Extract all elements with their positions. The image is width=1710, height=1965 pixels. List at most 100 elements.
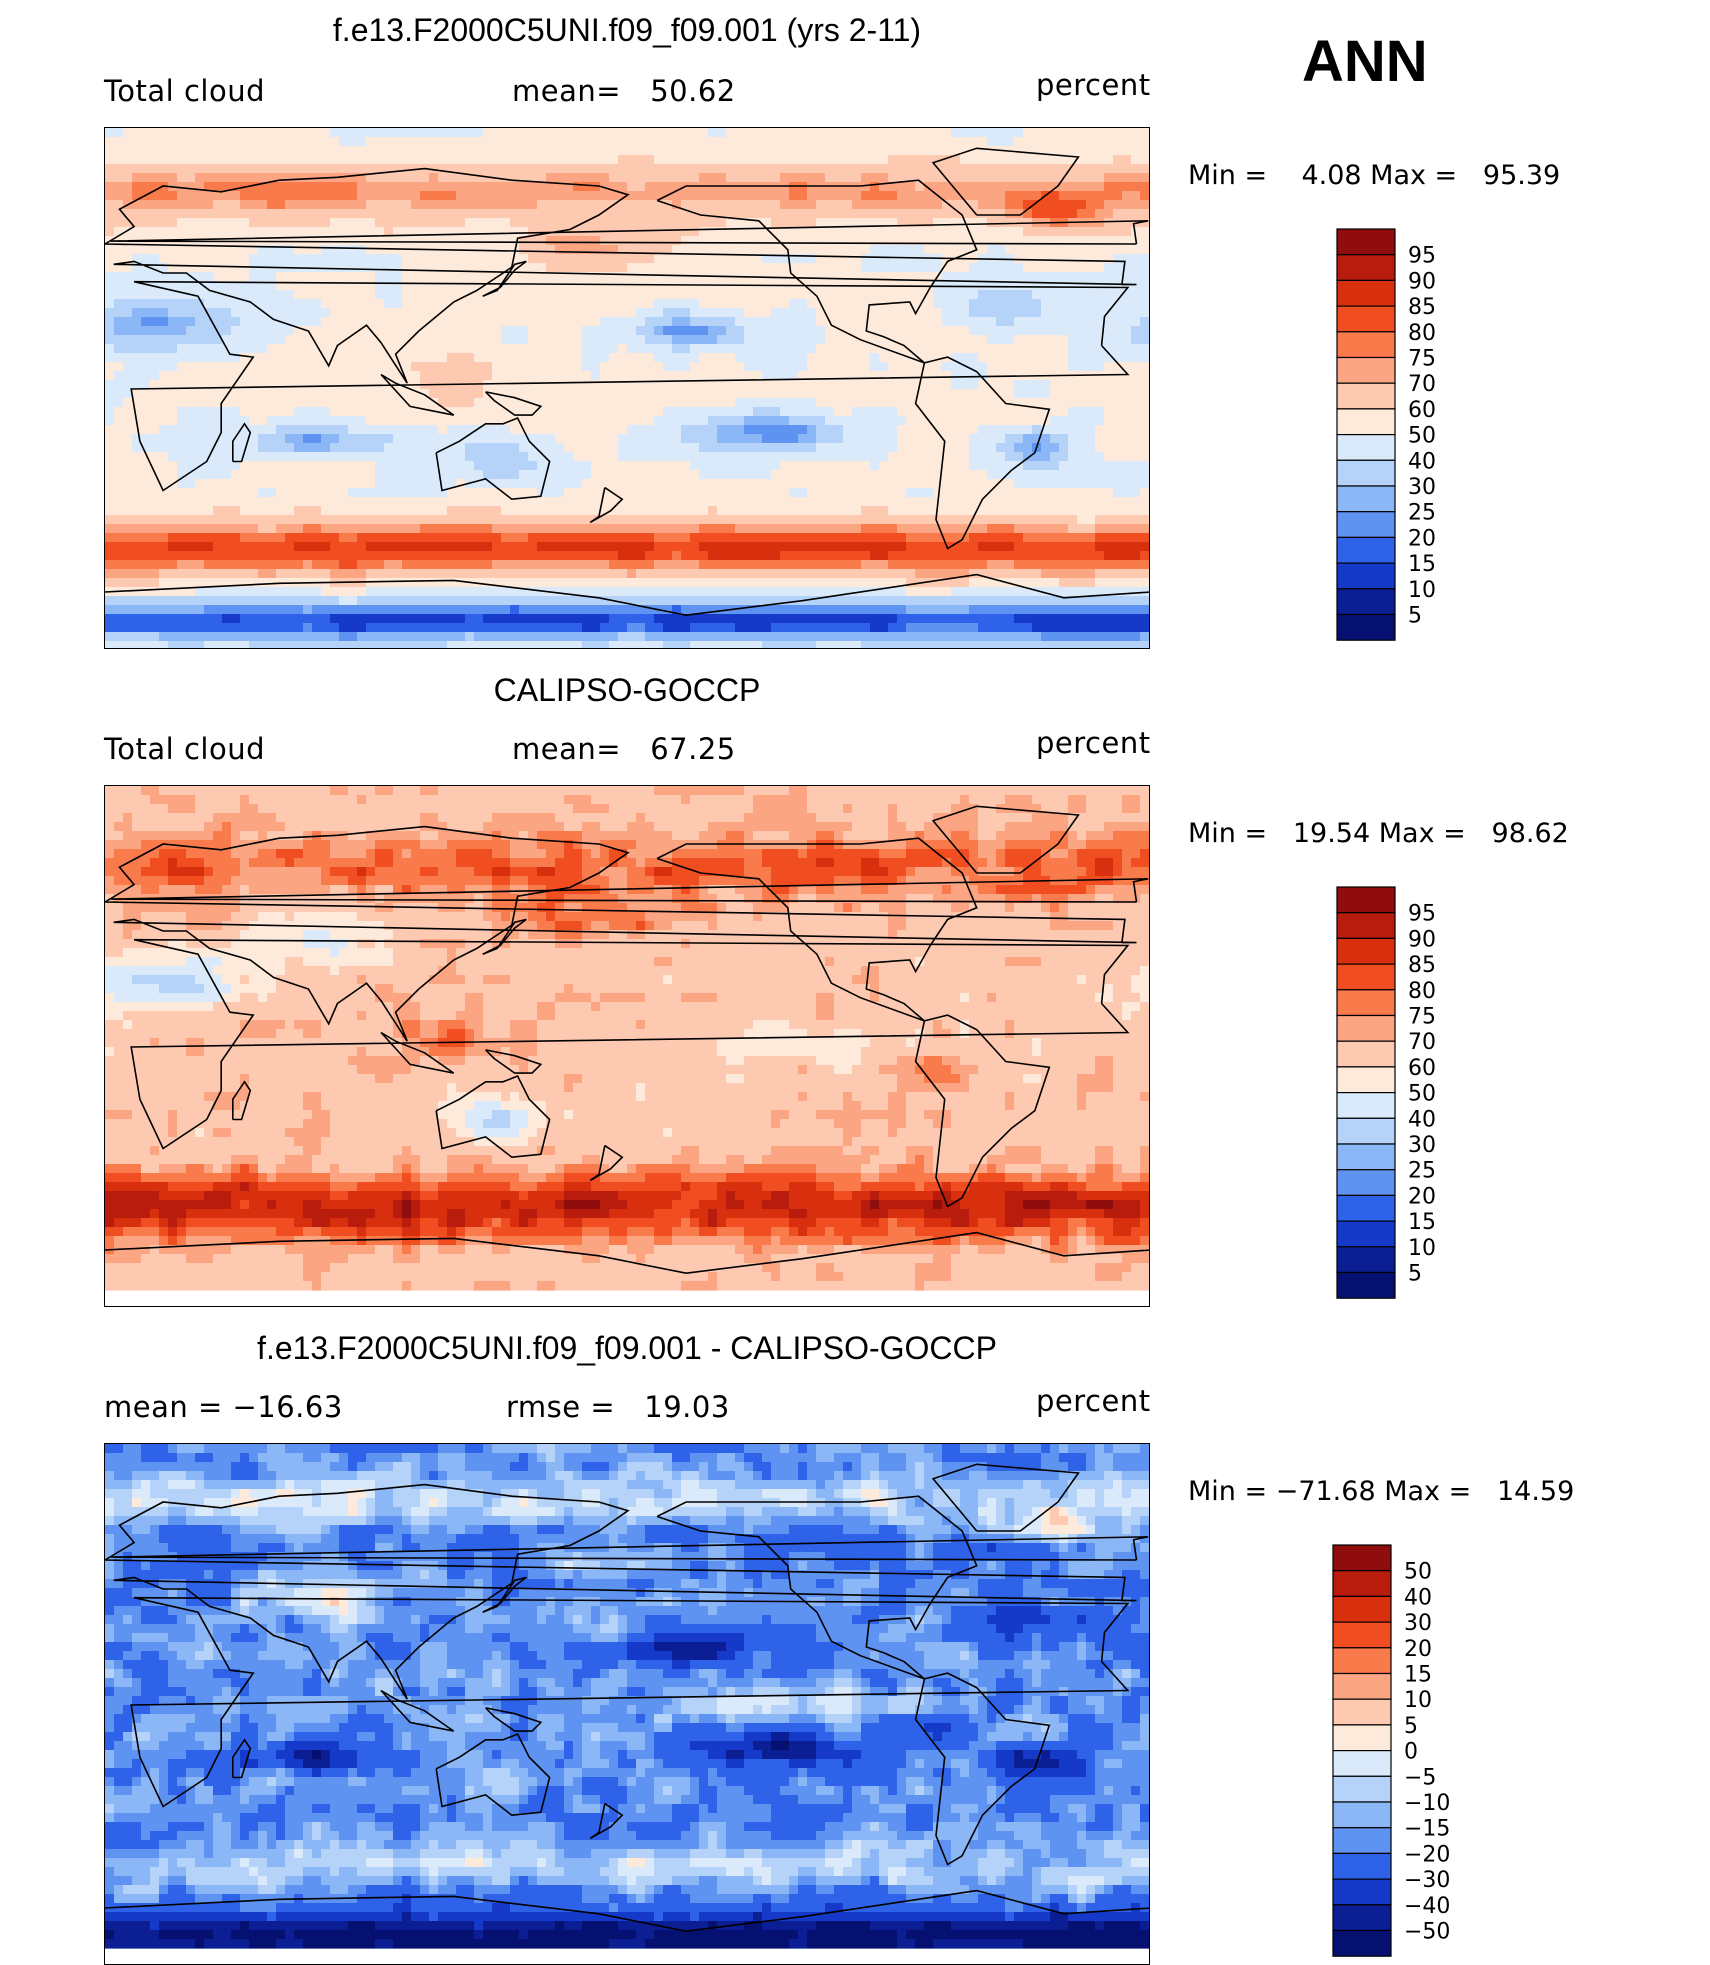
- panel-3-map: [104, 1443, 1150, 1965]
- colorbar-box: [1332, 1698, 1392, 1726]
- colorbar-box: [1336, 1040, 1396, 1068]
- colorbar-box: [1336, 989, 1396, 1017]
- coastline: [482, 918, 527, 955]
- colorbar-label: 75: [1408, 347, 1436, 372]
- colorbar-label: −20: [1404, 1842, 1450, 1867]
- colorbar-label: 10: [1408, 578, 1436, 603]
- panel-1-variable-label: Total cloud: [104, 74, 265, 108]
- colorbar-box: [1336, 1014, 1396, 1042]
- contour-field: [105, 1444, 1149, 1949]
- colorbar-box: [1336, 1092, 1396, 1119]
- colorbar-label: 30: [1404, 1611, 1432, 1636]
- colorbar-box: [1332, 1929, 1392, 1957]
- colorbar-label: 25: [1408, 1159, 1436, 1184]
- coastline: [485, 1707, 543, 1732]
- coastline: [105, 573, 1149, 617]
- colorbar-label: 80: [1408, 321, 1436, 346]
- panel-2-colorbar: 95 90 85 80 75 70 60 50 40 30 25 20 15 10 5: [1336, 886, 1496, 1306]
- coastline: [232, 1738, 252, 1779]
- colorbar-label: −15: [1404, 1817, 1450, 1842]
- panel-3-mean: mean = −16.63: [104, 1390, 343, 1424]
- colorbar-label: 0: [1404, 1740, 1418, 1765]
- colorbar-box: [1336, 434, 1396, 461]
- colorbar-box: [1336, 1194, 1396, 1222]
- colorbar-label: 20: [1408, 526, 1436, 551]
- coastline: [130, 938, 1130, 1150]
- panel-3-units: percent: [1036, 1384, 1151, 1418]
- panel-1-minmax: Min = 4.08 Max = 95.39: [1188, 160, 1560, 191]
- colorbar-box: [1336, 937, 1396, 965]
- colorbar-label: 40: [1408, 1107, 1436, 1132]
- colorbar-box: [1332, 1621, 1392, 1649]
- colorbar-box: [1336, 1143, 1396, 1171]
- colorbar-label: −5: [1404, 1765, 1436, 1790]
- colorbar-box: [1336, 511, 1396, 539]
- colorbar-box: [1336, 408, 1396, 436]
- coastline: [110, 1536, 1149, 1561]
- panel-1-title: f.e13.F2000C5UNI.f09_f09.001 (yrs 2-11): [104, 12, 1150, 49]
- colorbar-box: [1336, 1271, 1396, 1299]
- coastline: [435, 1732, 551, 1817]
- coastline: [589, 486, 624, 524]
- panel-1-mean: mean= 50.62: [512, 74, 736, 108]
- colorbar-box: [1336, 1066, 1396, 1094]
- colorbar-label: 60: [1408, 398, 1436, 423]
- contour-field: [105, 128, 1149, 648]
- colorbar-label: 20: [1408, 1184, 1436, 1209]
- colorbar-box: [1336, 912, 1396, 940]
- panel-2-map: [104, 785, 1150, 1307]
- colorbar-box: [1332, 1801, 1392, 1829]
- coastline: [656, 837, 978, 1022]
- coastline: [232, 422, 252, 463]
- colorbar-box: [1332, 1544, 1392, 1572]
- colorbar-box: [1336, 331, 1396, 359]
- coastline: [130, 280, 1130, 492]
- colorbar-label: 85: [1408, 953, 1436, 978]
- colorbar-label: 75: [1408, 1005, 1436, 1030]
- colorbar-box: [1332, 1878, 1392, 1906]
- coastline: [931, 147, 1080, 216]
- coastline: [105, 1889, 1149, 1933]
- colorbar-box: [1336, 613, 1396, 641]
- colorbar-label: 15: [1408, 552, 1436, 577]
- coastline: [931, 1463, 1080, 1532]
- colorbar-label: 80: [1408, 979, 1436, 1004]
- panel-2-mean: mean= 67.25: [512, 732, 736, 766]
- coastlines: [105, 147, 1149, 617]
- colorbar-box: [1332, 1570, 1392, 1598]
- coastline: [130, 1596, 1130, 1808]
- colorbar-box: [1332, 1647, 1392, 1675]
- coastline: [589, 1144, 624, 1182]
- coastline: [435, 1074, 551, 1159]
- panel-2-units: percent: [1036, 726, 1151, 760]
- colorbar-label: 85: [1408, 295, 1436, 320]
- panel-1-colorbar: 95 90 85 80 75 70 60 50 40 30 25 20 15 10 5: [1336, 228, 1496, 648]
- colorbar-box: [1336, 1220, 1396, 1248]
- colorbar-label: 40: [1408, 449, 1436, 474]
- colorbar-label: 90: [1408, 269, 1436, 294]
- coastline: [110, 220, 1149, 245]
- colorbar-label: 70: [1408, 1030, 1436, 1055]
- colorbar-label: −10: [1404, 1791, 1450, 1816]
- coastline: [105, 1231, 1149, 1275]
- colorbar-box: [1336, 228, 1396, 256]
- coastline: [656, 1495, 978, 1680]
- colorbar-box: [1336, 588, 1396, 616]
- colorbar-label: −50: [1404, 1920, 1450, 1945]
- colorbar-box: [1336, 963, 1396, 991]
- colorbar-box: [1332, 1852, 1392, 1880]
- coastlines: [105, 1463, 1149, 1933]
- colorbar-label: 25: [1408, 501, 1436, 526]
- coastline: [914, 1672, 1051, 1866]
- coastline: [105, 825, 1137, 1042]
- colorbar-box: [1332, 1904, 1392, 1932]
- colorbar-box: [1336, 279, 1396, 307]
- coastline: [105, 1483, 1137, 1700]
- colorbar-box: [1332, 1595, 1392, 1623]
- colorbar-box: [1336, 562, 1396, 590]
- colorbar-box: [1336, 1246, 1396, 1274]
- colorbar-box: [1332, 1827, 1392, 1855]
- panel-1-units: percent: [1036, 68, 1151, 102]
